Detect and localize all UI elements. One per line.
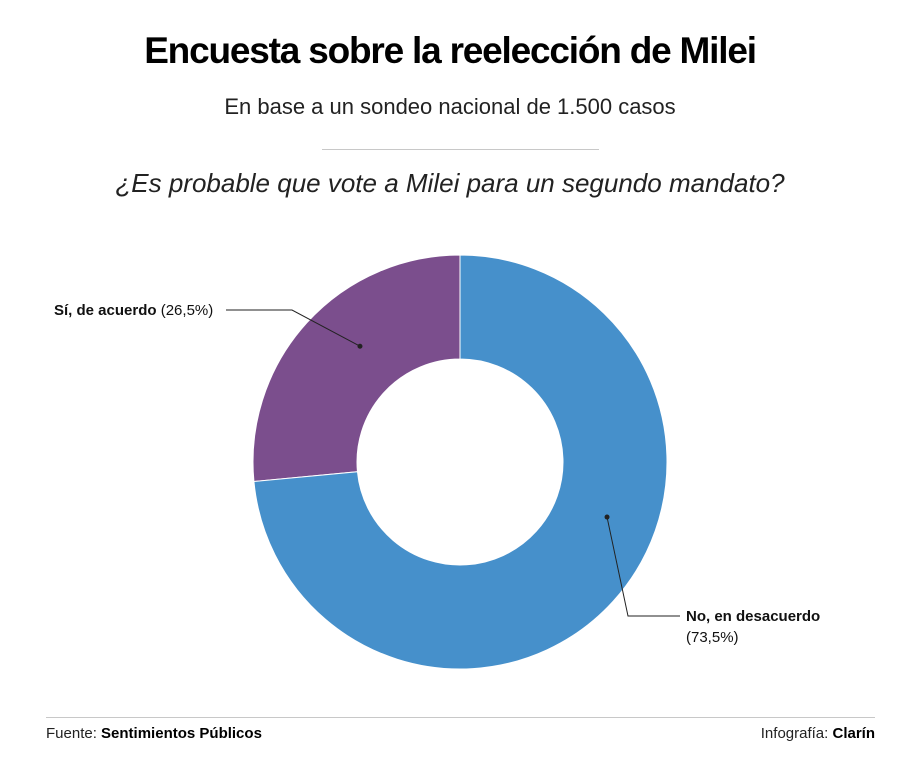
header-divider bbox=[322, 149, 599, 150]
slice-no-en-desacuerdo bbox=[253, 254, 668, 670]
source-name: Sentimientos Públicos bbox=[101, 725, 262, 742]
footer-credit: Infografía: Clarín bbox=[761, 725, 875, 742]
slice-label-si: Sí, de acuerdo (26,5%) bbox=[54, 300, 213, 321]
leader-line-no bbox=[606, 516, 680, 617]
footer-source: Fuente: Sentimientos Públicos bbox=[46, 725, 262, 742]
survey-question: ¿Es probable que vote a Milei para un se… bbox=[115, 168, 785, 198]
slice-value-si: (26,5%) bbox=[160, 302, 214, 319]
slice-value-no: (73,5%) bbox=[686, 629, 739, 646]
leader-dot-si bbox=[357, 343, 363, 349]
footer-divider bbox=[46, 717, 875, 718]
slice-si-de-acuerdo bbox=[252, 254, 461, 483]
chart-subtitle: En base a un sondeo nacional de 1.500 ca… bbox=[224, 94, 676, 119]
credit-prefix: Infografía: bbox=[760, 725, 829, 742]
slice-name-no: No, en desacuerdo bbox=[686, 608, 821, 625]
source-prefix: Fuente: bbox=[46, 725, 97, 742]
credit-name: Clarín bbox=[832, 725, 875, 742]
leader-dot-no bbox=[604, 514, 610, 520]
slice-name-si: Sí, de acuerdo bbox=[54, 302, 157, 319]
chart-title: Encuesta sobre la reelección de Milei bbox=[144, 30, 757, 71]
leader-line-si bbox=[226, 309, 361, 347]
slice-label-no: No, en desacuerdo (73,5%) bbox=[686, 606, 820, 648]
